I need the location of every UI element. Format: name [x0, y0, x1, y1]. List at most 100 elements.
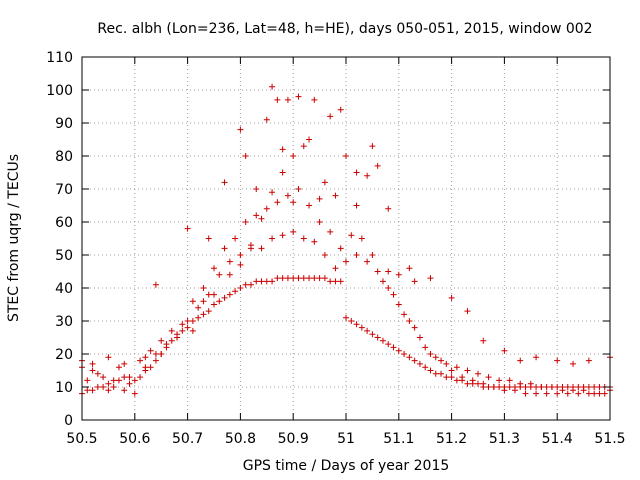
data-point: [247, 242, 254, 249]
data-point: [374, 334, 381, 341]
data-point: [517, 357, 524, 364]
data-point: [258, 245, 265, 252]
data-point: [443, 374, 450, 381]
data-point: [195, 314, 202, 321]
data-point: [353, 321, 360, 328]
data-point: [121, 360, 128, 367]
data-point: [401, 351, 408, 357]
y-tick-label: 80: [55, 149, 73, 165]
data-point: [511, 387, 518, 394]
x-axis-label: GPS time / Days of year 2015: [243, 458, 450, 474]
data-point: [284, 275, 291, 282]
data-point: [448, 367, 455, 374]
data-point: [327, 113, 334, 120]
data-point: [364, 258, 371, 265]
data-point: [459, 374, 466, 381]
data-point: [216, 298, 223, 305]
data-point: [548, 384, 555, 390]
y-tick-label: 100: [46, 83, 73, 99]
data-point: [211, 265, 217, 272]
data-point: [448, 294, 455, 301]
data-point: [221, 245, 228, 252]
data-point: [332, 265, 339, 272]
data-point: [269, 278, 276, 285]
data-point: [385, 205, 392, 212]
data-point: [517, 380, 524, 387]
data-point: [189, 327, 196, 334]
data-point: [427, 275, 434, 282]
data-point: [522, 384, 529, 390]
data-point: [242, 153, 249, 159]
data-point: [464, 308, 471, 315]
data-point: [295, 186, 302, 192]
data-point: [369, 252, 376, 258]
data-point: [385, 285, 392, 291]
y-axis-label: STEC from uqrg / TECUs: [6, 154, 22, 322]
data-point: [184, 318, 191, 324]
data-point: [189, 298, 196, 305]
data-point: [100, 374, 107, 381]
data-point: [142, 364, 149, 371]
data-point: [290, 228, 297, 235]
data-point: [152, 357, 159, 364]
data-point: [469, 377, 476, 384]
data-point: [295, 275, 302, 282]
data-point: [205, 291, 212, 298]
data-point: [321, 275, 328, 282]
data-point: [353, 252, 360, 258]
data-point: [137, 357, 144, 364]
data-point: [538, 384, 545, 390]
y-tick-label: 70: [55, 182, 73, 198]
data-point: [374, 162, 381, 169]
data-point: [84, 387, 91, 394]
data-point: [131, 377, 138, 384]
data-point: [337, 106, 344, 113]
data-point: [105, 380, 112, 387]
data-point: [422, 344, 429, 351]
data-point: [311, 238, 318, 245]
data-point: [311, 275, 318, 282]
data-point: [411, 357, 418, 364]
data-point: [221, 179, 228, 186]
data-point: [205, 308, 212, 315]
data-point: [274, 199, 281, 206]
data-point: [142, 354, 149, 361]
y-tick-label: 30: [55, 314, 73, 330]
data-point: [295, 93, 302, 100]
data-point: [152, 281, 159, 288]
data-point: [263, 278, 270, 285]
data-point: [543, 390, 550, 397]
data-point: [364, 172, 371, 179]
data-point: [174, 334, 181, 341]
data-point: [147, 347, 154, 354]
data-point: [596, 390, 603, 397]
data-point: [427, 367, 434, 374]
data-point: [284, 96, 291, 103]
data-point: [279, 232, 286, 239]
data-point: [253, 278, 260, 285]
data-point: [506, 377, 513, 384]
data-point: [358, 324, 365, 331]
data-point: [564, 390, 571, 397]
data-point: [585, 357, 592, 364]
data-point: [485, 374, 492, 381]
data-point: [237, 252, 244, 258]
data-point: [316, 195, 323, 202]
data-point: [226, 258, 233, 265]
data-point: [395, 347, 402, 354]
data-point: [126, 374, 133, 381]
data-point: [385, 341, 392, 348]
data-point: [496, 384, 503, 390]
y-tick-label: 20: [55, 347, 73, 363]
data-point: [438, 370, 445, 377]
data-point: [300, 235, 307, 242]
data-point: [343, 258, 349, 265]
data-point: [559, 387, 566, 394]
data-point: [242, 281, 249, 288]
data-point: [158, 337, 165, 344]
data-point: [279, 275, 286, 282]
data-point: [131, 390, 138, 397]
data-point: [364, 327, 371, 334]
